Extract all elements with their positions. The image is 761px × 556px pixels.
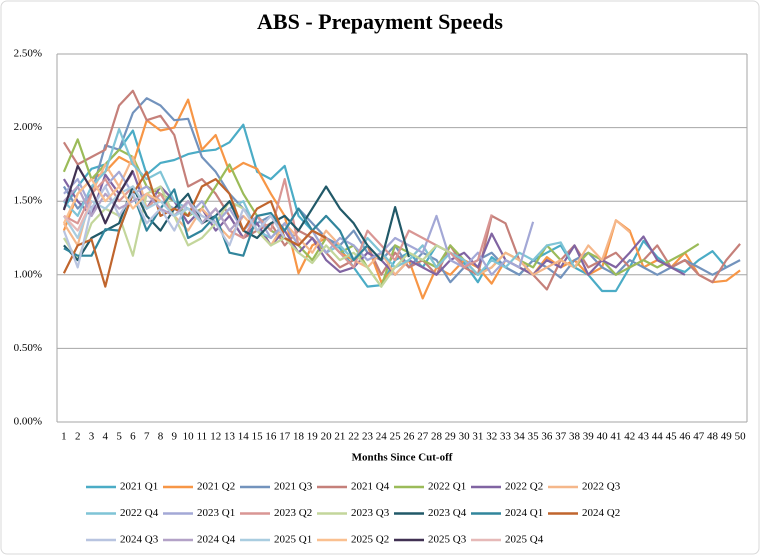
legend-label: 2023 Q1 <box>197 507 235 519</box>
chart-title: ABS - Prepayment Speeds <box>257 9 503 34</box>
x-tick-label: 22 <box>348 431 359 443</box>
x-tick-label: 15 <box>252 431 264 443</box>
legend-label: 2023 Q2 <box>274 507 312 519</box>
x-tick-label: 10 <box>183 431 195 443</box>
legend-label: 2021 Q4 <box>351 481 390 493</box>
legend-label: 2025 Q2 <box>351 534 389 546</box>
legend-label: 2024 Q4 <box>197 534 236 546</box>
x-tick-label: 40 <box>597 431 609 443</box>
legend-label: 2021 Q2 <box>197 481 235 493</box>
legend-label: 2025 Q1 <box>274 534 312 546</box>
x-tick-label: 44 <box>652 431 664 443</box>
x-tick-label: 31 <box>472 431 483 443</box>
x-tick-label: 19 <box>307 431 319 443</box>
x-tick-label: 21 <box>334 431 345 443</box>
legend-label: 2022 Q1 <box>428 481 466 493</box>
x-tick-label: 26 <box>403 431 415 443</box>
series-line <box>63 185 410 262</box>
x-tick-label: 48 <box>707 431 719 443</box>
x-tick-label: 6 <box>130 431 136 443</box>
x-tick-label: 45 <box>666 431 678 443</box>
x-tick-label: 30 <box>459 431 471 443</box>
series-line <box>62 178 162 224</box>
x-tick-label: 49 <box>721 431 733 443</box>
x-tick-label: 14 <box>238 431 250 443</box>
x-tick-label: 29 <box>445 431 457 443</box>
x-tick-label: 35 <box>528 431 540 443</box>
x-tick-label: 20 <box>321 431 333 443</box>
x-tick-label: 5 <box>116 431 122 443</box>
x-tick-label: 39 <box>583 431 595 443</box>
x-tick-label: 41 <box>610 431 621 443</box>
legend-label: 2025 Q4 <box>505 534 544 546</box>
x-tick-label: 36 <box>541 431 553 443</box>
x-tick-label: 25 <box>390 431 402 443</box>
x-tick-label: 46 <box>679 431 691 443</box>
legend-label: 2023 Q4 <box>428 507 467 519</box>
x-tick-label: 9 <box>172 431 178 443</box>
x-axis-label: Months Since Cut-off <box>352 452 453 464</box>
x-tick-label: 1 <box>61 431 67 443</box>
x-tick-label: 42 <box>624 431 635 443</box>
y-tick-label: 0.00% <box>14 416 42 428</box>
series-line <box>62 164 134 225</box>
legend-label: 2023 Q3 <box>351 507 390 519</box>
x-tick-label: 37 <box>555 431 567 443</box>
legend-label: 2024 Q1 <box>505 507 543 519</box>
x-tick-label: 13 <box>224 431 236 443</box>
x-tick-label: 27 <box>417 431 429 443</box>
legend-label: 2022 Q3 <box>582 481 621 493</box>
x-tick-label: 18 <box>293 431 305 443</box>
x-tick-label: 4 <box>103 431 109 443</box>
y-tick-label: 2.50% <box>14 48 42 60</box>
legend-label: 2024 Q3 <box>120 534 159 546</box>
x-tick-label: 28 <box>431 431 443 443</box>
x-tick-label: 7 <box>144 431 150 443</box>
y-tick-label: 0.50% <box>14 342 42 354</box>
x-tick-label: 33 <box>500 431 512 443</box>
series-line <box>63 185 245 232</box>
series-line <box>62 170 327 288</box>
x-tick-label: 12 <box>210 431 221 443</box>
y-tick-label: 1.00% <box>14 268 42 280</box>
series-line <box>63 188 369 262</box>
legend-label: 2022 Q4 <box>120 507 159 519</box>
legend-label: 2021 Q3 <box>274 481 313 493</box>
x-tick-label: 2 <box>75 431 81 443</box>
legend-label: 2021 Q1 <box>120 481 158 493</box>
legend-label: 2025 Q3 <box>428 534 467 546</box>
series-line <box>63 200 93 232</box>
x-tick-label: 43 <box>638 431 650 443</box>
x-tick-label: 32 <box>486 431 497 443</box>
x-tick-label: 23 <box>362 431 374 443</box>
x-tick-label: 24 <box>376 431 388 443</box>
x-tick-label: 50 <box>735 431 747 443</box>
y-tick-label: 2.00% <box>14 121 42 133</box>
x-tick-label: 34 <box>514 431 526 443</box>
x-tick-label: 8 <box>158 431 164 443</box>
x-tick-label: 11 <box>197 431 208 443</box>
x-tick-label: 16 <box>265 431 277 443</box>
x-tick-label: 17 <box>279 431 291 443</box>
x-tick-label: 38 <box>569 431 581 443</box>
x-tick-label: 47 <box>693 431 705 443</box>
series-line <box>62 97 741 284</box>
x-tick-label: 3 <box>89 431 95 443</box>
legend-label: 2022 Q2 <box>505 481 543 493</box>
legend-label: 2024 Q2 <box>582 507 620 519</box>
y-tick-label: 1.50% <box>14 195 42 207</box>
